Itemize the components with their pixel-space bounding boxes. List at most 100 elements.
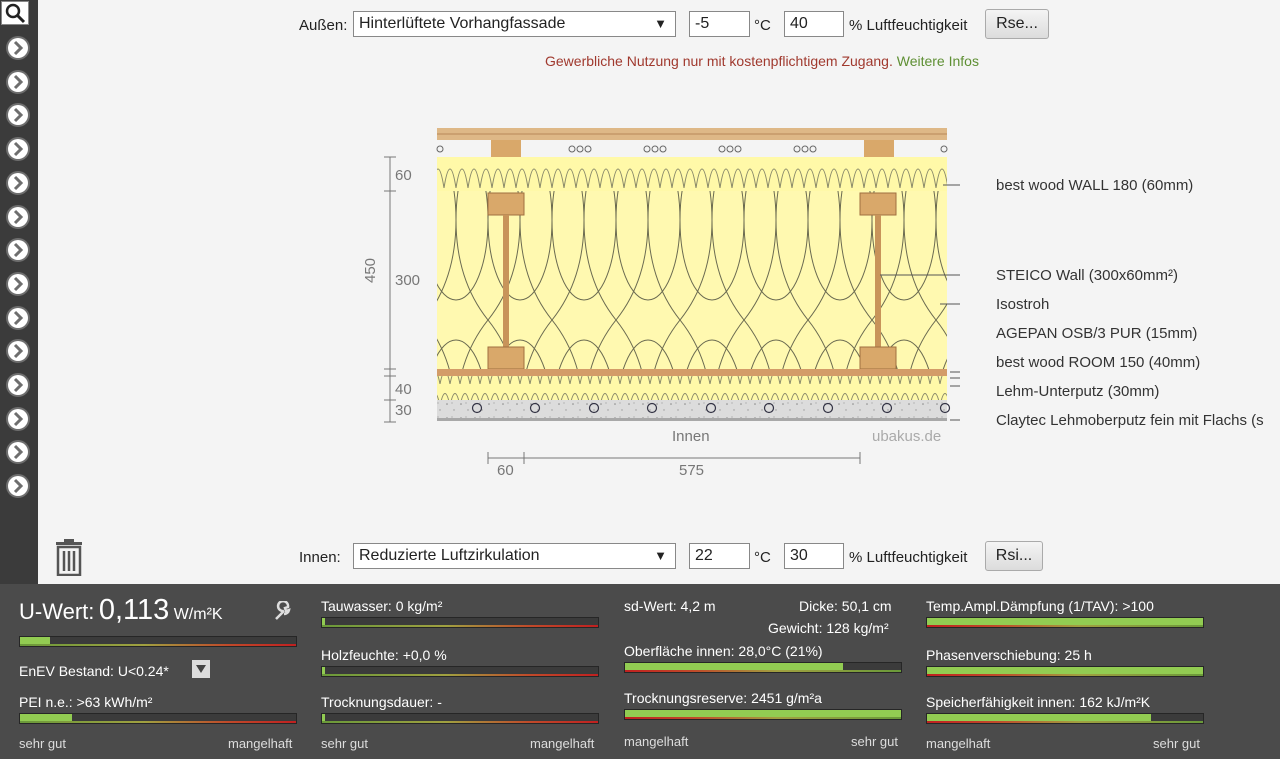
wrench-icon[interactable]: [272, 601, 294, 623]
heat-storage-text: Speicherfähigkeit innen: 162 kJ/m²K: [926, 694, 1151, 710]
inside-type-select[interactable]: Reduzierte Luftzirkulation ▼: [353, 543, 676, 569]
inside-temperature-input[interactable]: 22: [689, 543, 750, 569]
dim-label-spacing: 575: [679, 462, 705, 479]
layer-label[interactable]: STEICO Wall (300x60mm²): [996, 267, 1178, 284]
tauwasser-bar: [321, 617, 599, 628]
trash-icon: [56, 539, 82, 577]
layer-label[interactable]: Claytec Lehmoberputz fein mit Flachs (s: [996, 412, 1264, 429]
u-value-unit: W/m²K: [173, 606, 223, 623]
more-info-link[interactable]: Weitere Infos: [896, 53, 979, 69]
watermark: ubakus.de: [872, 428, 942, 445]
layer-label[interactable]: Lehm-Unterputz (30mm): [996, 383, 1160, 400]
bar-fill: [322, 667, 325, 674]
layer-label[interactable]: best wood ROOM 150 (40mm): [996, 354, 1201, 371]
weight-text: Gewicht: 128 kg/m²: [768, 620, 889, 636]
holzfeuchte-bar: [321, 666, 599, 677]
trocknungsdauer-bar: [321, 713, 599, 724]
scale-good-3: sehr gut: [851, 734, 898, 749]
rating-gradient: [322, 721, 598, 723]
dim-label-plaster: 30: [395, 402, 412, 419]
inside-side-label: Innen: [672, 428, 710, 445]
search-icon: [5, 3, 26, 24]
surface-temp-bar: [624, 662, 902, 673]
sidebar-layer-button[interactable]: [6, 36, 30, 60]
outside-humidity-input[interactable]: 40: [784, 11, 844, 37]
bar-fill: [625, 710, 901, 717]
outside-temperature-input[interactable]: -5: [689, 11, 750, 37]
dim-label-outer: 60: [395, 167, 412, 184]
chevron-right-icon: [8, 206, 28, 227]
dim-label-inner: 40: [395, 381, 412, 398]
sidebar-layer-button[interactable]: [6, 69, 30, 94]
wall-layers-svg: [384, 128, 991, 464]
drying-reserve-bar: [624, 709, 902, 720]
bar-fill: [927, 618, 1203, 625]
phase-shift-text: Phasenverschiebung: 25 h: [926, 647, 1092, 663]
finish-plaster-layer: [437, 418, 947, 421]
outside-controls: Außen: Hinterlüftete Vorhangfassade ▼ -5…: [0, 9, 1280, 39]
search-button[interactable]: [1, 1, 29, 25]
sidebar-layer-button[interactable]: [6, 474, 30, 499]
stud-left-top: [487, 192, 525, 216]
scale-bad-3: mangelhaft: [624, 734, 689, 749]
layer-label[interactable]: best wood WALL 180 (60mm): [996, 177, 1194, 194]
scale-good-2: sehr gut: [321, 736, 368, 751]
rsi-button[interactable]: Rsi...: [985, 541, 1043, 571]
chevron-right-icon: [8, 240, 28, 261]
batten-right: [864, 140, 894, 157]
results-panel: U-Wert: 0,113 W/m²K EnEV Bestand: U<0.24…: [0, 584, 1280, 759]
inside-temp-unit: °C: [754, 549, 771, 566]
notice-text: Gewerbliche Nutzung nur mit kostenpflich…: [545, 53, 893, 69]
delete-button[interactable]: [53, 538, 85, 581]
inside-humidity-unit: % Luftfeuchtigkeit: [849, 549, 968, 566]
sidebar-layer-button[interactable]: [6, 406, 30, 431]
rse-button[interactable]: Rse...: [985, 9, 1049, 39]
sidebar-layer-button[interactable]: [6, 137, 30, 162]
inside-controls: Innen: Reduzierte Luftzirkulation ▼ 22 °…: [0, 541, 1280, 571]
outside-type-value: Hinterlüftete Vorhangfassade: [359, 15, 566, 32]
tav-bar: [926, 617, 1204, 628]
stud-right-bottom: [859, 346, 897, 370]
sidebar-layer-button[interactable]: [6, 440, 30, 465]
scale-bad-2: mangelhaft: [530, 736, 595, 751]
enev-dropdown[interactable]: [192, 660, 210, 678]
chevron-right-icon: [8, 375, 28, 395]
bar-fill: [322, 618, 325, 625]
dropdown-arrow-icon: [196, 665, 206, 673]
sidebar-layer-button[interactable]: [6, 305, 30, 330]
rating-gradient: [625, 717, 901, 719]
sidebar-layer-button[interactable]: [6, 204, 30, 229]
u-value-display: U-Wert: 0,113 W/m²K: [19, 594, 223, 627]
rating-gradient: [927, 721, 1203, 723]
sidebar-layer-button[interactable]: [6, 373, 30, 397]
pei-bar: [19, 713, 297, 724]
trocknungsdauer-text: Trocknungsdauer: -: [321, 694, 442, 710]
outside-type-select[interactable]: Hinterlüftete Vorhangfassade ▼: [353, 11, 676, 37]
bar-fill: [927, 714, 1151, 721]
sidebar-layer-button[interactable]: [6, 170, 30, 195]
chevron-right-icon: [8, 172, 28, 193]
layer-label[interactable]: Isostroh: [996, 296, 1050, 313]
chevron-right-icon: [8, 273, 28, 294]
stud-left-web: [503, 215, 509, 347]
tav-text: Temp.Ampl.Dämpfung (1/TAV): >100: [926, 598, 1154, 614]
surface-temp-text: Oberfläche innen: 28,0°C (21%): [624, 643, 823, 659]
u-value-label: U-Wert:: [19, 599, 95, 624]
sidebar-layer-button[interactable]: [6, 339, 30, 364]
holzfeuchte-text: Holzfeuchte: +0,0 %: [321, 647, 447, 663]
chevron-right-icon: [8, 105, 28, 126]
drying-reserve-text: Trocknungsreserve: 2451 g/m²a: [624, 690, 822, 706]
sidebar-layer-button[interactable]: [6, 103, 30, 128]
chevron-right-icon: [8, 139, 28, 160]
bar-fill: [322, 714, 325, 721]
wall-construction-diagram: [360, 120, 991, 495]
layer-label[interactable]: AGEPAN OSB/3 PUR (15mm): [996, 325, 1198, 342]
inside-humidity-input[interactable]: 30: [784, 543, 844, 569]
thickness-text: Dicke: 50,1 cm: [799, 598, 892, 614]
sidebar-layer-button[interactable]: [6, 271, 30, 296]
sidebar-layer-button[interactable]: [6, 238, 30, 263]
tauwasser-text: Tauwasser: 0 kg/m²: [321, 598, 443, 614]
rating-gradient: [20, 644, 296, 646]
scale-bad-4: mangelhaft: [926, 736, 991, 751]
rating-gradient: [322, 625, 598, 627]
